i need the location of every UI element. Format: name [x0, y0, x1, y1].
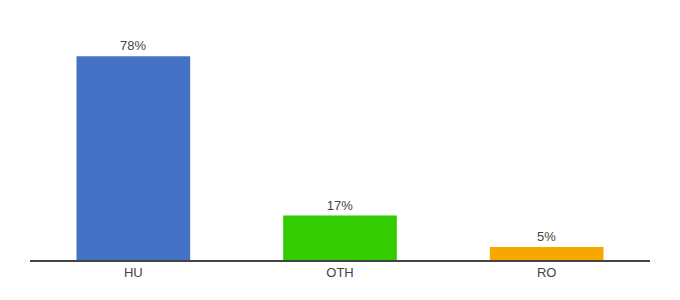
svg-text:17%: 17%	[327, 198, 353, 213]
svg-text:78%: 78%	[120, 38, 146, 53]
svg-text:RO: RO	[537, 265, 557, 280]
svg-text:5%: 5%	[537, 229, 556, 244]
svg-text:OTH: OTH	[326, 265, 353, 280]
svg-text:HU: HU	[124, 265, 143, 280]
